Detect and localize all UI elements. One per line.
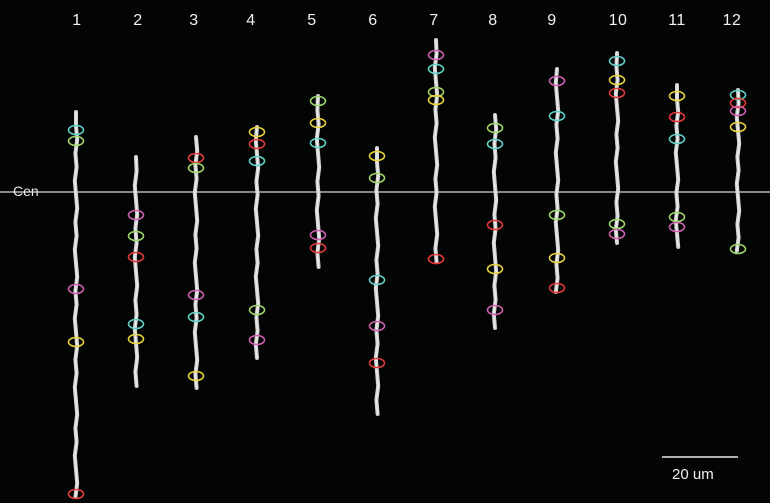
probe-yellow-lane-4 <box>248 126 266 138</box>
probe-cyan-lane-11 <box>668 133 686 145</box>
chromosome-core-3 <box>194 136 198 389</box>
probe-green-lane-4 <box>248 304 266 316</box>
probe-pink-lane-11 <box>668 221 686 233</box>
chromosome-core-1 <box>74 112 78 498</box>
lane-number-10: 10 <box>608 12 628 29</box>
probe-green-lane-6 <box>368 172 386 184</box>
probe-pink-lane-1 <box>67 283 85 295</box>
probe-red-lane-4 <box>248 138 266 150</box>
probe-cyan-lane-7 <box>427 63 445 75</box>
probe-green-lane-10 <box>608 218 626 230</box>
chromosome-core-5 <box>316 95 320 268</box>
probe-pink-lane-7 <box>427 49 445 61</box>
probe-green-lane-7 <box>427 86 445 98</box>
probe-pink-lane-9 <box>548 75 566 87</box>
probe-red-lane-3 <box>187 152 205 164</box>
probe-red-lane-2 <box>127 251 145 263</box>
lane-number-12: 12 <box>722 12 742 29</box>
probe-pink-lane-3 <box>187 289 205 301</box>
lane-number-4: 4 <box>246 12 256 29</box>
chromosome-core-9 <box>555 68 559 293</box>
lane-number-5: 5 <box>307 12 317 29</box>
probe-cyan-lane-3 <box>187 311 205 323</box>
probe-yellow-lane-3 <box>187 370 205 382</box>
probe-cyan-lane-8 <box>486 138 504 150</box>
probe-pink-lane-5 <box>309 229 327 241</box>
probe-yellow-lane-8 <box>486 263 504 275</box>
probe-cyan-lane-6 <box>368 274 386 286</box>
probe-cyan-lane-2 <box>127 318 145 330</box>
probe-yellow-lane-5 <box>309 117 327 129</box>
probe-green-lane-5 <box>309 95 327 107</box>
lane-number-2: 2 <box>133 12 143 29</box>
probe-green-lane-12 <box>729 243 747 255</box>
probe-yellow-lane-10 <box>608 74 626 86</box>
lane-number-6: 6 <box>368 12 378 29</box>
probe-yellow-lane-12 <box>729 121 747 133</box>
scale-bar-label: 20 um <box>672 466 714 483</box>
probe-yellow-lane-1 <box>67 336 85 348</box>
lane-number-11: 11 <box>668 12 686 29</box>
probe-green-lane-1 <box>67 135 85 147</box>
probe-pink-lane-2 <box>127 209 145 221</box>
chromosome-core-2 <box>134 156 138 387</box>
chromosome-core-8 <box>493 114 497 329</box>
lane-number-9: 9 <box>547 12 557 29</box>
probe-green-lane-2 <box>127 230 145 242</box>
probe-yellow-lane-7 <box>427 94 445 106</box>
lane-number-7: 7 <box>429 12 439 29</box>
probe-yellow-lane-9 <box>548 252 566 264</box>
probe-green-lane-3 <box>187 162 205 174</box>
probe-yellow-lane-11 <box>668 90 686 102</box>
probe-red-lane-11 <box>668 111 686 123</box>
lane-number-8: 8 <box>488 12 498 29</box>
probe-cyan-lane-10 <box>608 55 626 67</box>
probe-pink-lane-10 <box>608 228 626 240</box>
probe-red-lane-7 <box>427 253 445 265</box>
probe-green-lane-9 <box>548 209 566 221</box>
lane-number-3: 3 <box>189 12 199 29</box>
probe-pink-lane-8 <box>486 304 504 316</box>
probe-red-lane-5 <box>309 242 327 254</box>
probe-pink-lane-12 <box>729 105 747 117</box>
probe-yellow-lane-2 <box>127 333 145 345</box>
probe-red-lane-8 <box>486 219 504 231</box>
probe-red-lane-1 <box>67 488 85 500</box>
probe-green-lane-8 <box>486 122 504 134</box>
lane-number-1: 1 <box>72 12 82 29</box>
probe-red-lane-10 <box>608 87 626 99</box>
probe-cyan-lane-4 <box>248 155 266 167</box>
centromere-label: Cen <box>13 183 39 199</box>
probe-yellow-lane-6 <box>368 150 386 162</box>
probe-red-lane-6 <box>368 357 386 369</box>
probe-red-lane-12 <box>729 97 747 109</box>
probe-green-lane-11 <box>668 211 686 223</box>
probe-pink-lane-6 <box>368 320 386 332</box>
probe-cyan-lane-1 <box>67 124 85 136</box>
probe-pink-lane-4 <box>248 334 266 346</box>
probe-cyan-lane-12 <box>729 89 747 101</box>
probe-cyan-lane-9 <box>548 110 566 122</box>
chromosome-core-12 <box>736 89 740 252</box>
chromosome-core-7 <box>434 39 438 263</box>
probe-cyan-lane-5 <box>309 137 327 149</box>
probe-red-lane-9 <box>548 282 566 294</box>
